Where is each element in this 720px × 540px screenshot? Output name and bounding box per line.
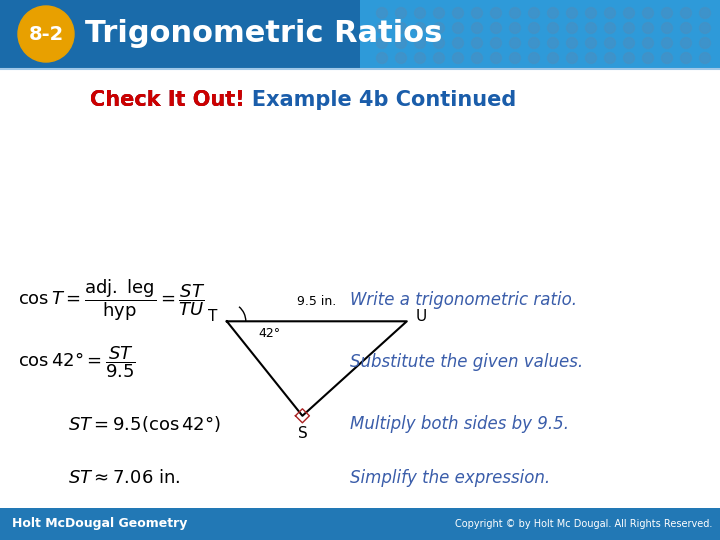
Text: $ST \approx 7.06\ \mathrm{in.}$: $ST \approx 7.06\ \mathrm{in.}$ [68,469,181,487]
Text: Check It Out!: Check It Out! [90,90,245,110]
Circle shape [700,37,711,49]
Circle shape [700,23,711,33]
Circle shape [472,52,482,64]
Circle shape [472,37,482,49]
Text: 42°: 42° [258,327,281,340]
Text: Holt McDougal Geometry: Holt McDougal Geometry [12,517,187,530]
Text: Check It Out!: Check It Out! [90,90,245,110]
Circle shape [377,8,387,18]
Circle shape [433,37,444,49]
Circle shape [680,37,691,49]
Circle shape [377,37,387,49]
FancyBboxPatch shape [360,0,720,68]
Circle shape [624,23,634,33]
Text: Write a trigonometric ratio.: Write a trigonometric ratio. [350,291,577,309]
Circle shape [585,37,596,49]
Circle shape [642,23,654,33]
Circle shape [472,8,482,18]
Circle shape [18,6,74,62]
Text: Copyright © by Holt Mc Dougal. All Rights Reserved.: Copyright © by Holt Mc Dougal. All Right… [454,519,712,529]
Circle shape [490,37,502,49]
Circle shape [490,23,502,33]
Circle shape [700,52,711,64]
Circle shape [490,8,502,18]
Circle shape [567,37,577,49]
Circle shape [395,23,407,33]
Circle shape [510,23,521,33]
Circle shape [662,37,672,49]
Text: Simplify the expression.: Simplify the expression. [350,469,550,487]
Circle shape [452,23,464,33]
Circle shape [472,23,482,33]
Circle shape [547,52,559,64]
Circle shape [567,8,577,18]
Circle shape [662,23,672,33]
Text: 8-2: 8-2 [28,24,63,44]
Circle shape [452,37,464,49]
Circle shape [700,8,711,18]
Circle shape [605,52,616,64]
Circle shape [547,8,559,18]
Circle shape [395,8,407,18]
Text: S: S [297,426,307,441]
Circle shape [680,52,691,64]
Circle shape [662,52,672,64]
Circle shape [585,8,596,18]
Circle shape [528,23,539,33]
Circle shape [567,52,577,64]
Circle shape [490,52,502,64]
Circle shape [377,23,387,33]
Circle shape [433,8,444,18]
Circle shape [415,23,426,33]
Text: $ST = 9.5(\cos 42°)$: $ST = 9.5(\cos 42°)$ [68,414,221,434]
Text: Multiply both sides by 9.5.: Multiply both sides by 9.5. [350,415,569,433]
Circle shape [642,52,654,64]
Text: $\cos 42° = \dfrac{ST}{9.5}$: $\cos 42° = \dfrac{ST}{9.5}$ [18,344,136,380]
Circle shape [642,37,654,49]
Circle shape [433,23,444,33]
Circle shape [547,37,559,49]
Circle shape [642,8,654,18]
Circle shape [624,52,634,64]
Text: U: U [415,309,426,324]
Text: 9.5 in.: 9.5 in. [297,295,336,308]
Circle shape [662,8,672,18]
Circle shape [433,52,444,64]
Circle shape [605,8,616,18]
Circle shape [567,23,577,33]
Circle shape [585,23,596,33]
Circle shape [680,23,691,33]
Circle shape [452,8,464,18]
Circle shape [510,52,521,64]
Circle shape [395,52,407,64]
Circle shape [395,37,407,49]
Circle shape [680,8,691,18]
Text: Substitute the given values.: Substitute the given values. [350,353,583,371]
Circle shape [547,23,559,33]
Text: $\cos T = \dfrac{\mathrm{adj.\ leg}}{\mathrm{hyp}} = \dfrac{ST}{TU}$: $\cos T = \dfrac{\mathrm{adj.\ leg}}{\ma… [18,277,205,322]
Circle shape [624,8,634,18]
FancyBboxPatch shape [0,0,360,68]
Circle shape [510,8,521,18]
Circle shape [605,23,616,33]
Text: T: T [208,309,217,324]
Text: Check It Out! Example 4b Continued: Check It Out! Example 4b Continued [90,90,516,110]
Circle shape [605,37,616,49]
Circle shape [528,8,539,18]
Circle shape [585,52,596,64]
Circle shape [510,37,521,49]
Circle shape [415,8,426,18]
Circle shape [528,52,539,64]
Circle shape [377,52,387,64]
Circle shape [624,37,634,49]
Text: Trigonometric Ratios: Trigonometric Ratios [85,19,442,49]
Circle shape [415,37,426,49]
FancyBboxPatch shape [0,508,720,540]
Circle shape [415,52,426,64]
Circle shape [528,37,539,49]
Circle shape [452,52,464,64]
